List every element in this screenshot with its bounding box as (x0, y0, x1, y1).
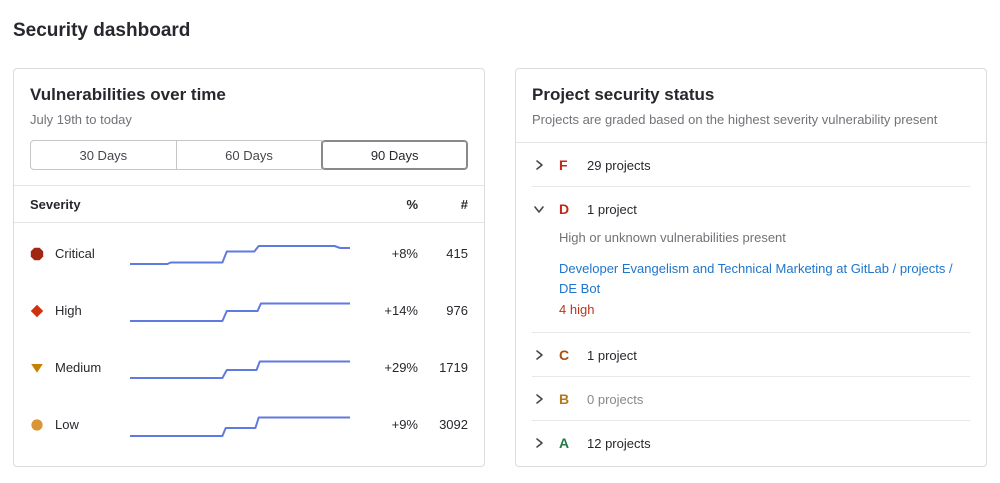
range-30-days-button[interactable]: 30 Days (30, 140, 177, 170)
range-60-days-button[interactable]: 60 Days (175, 140, 323, 170)
vulnerabilities-title: Vulnerabilities over time (30, 85, 226, 104)
severity-label: High (55, 303, 82, 318)
page-title: Security dashboard (13, 20, 191, 41)
grade-block-a: A 12 projects (532, 421, 970, 464)
project-security-status-panel: Project security status Projects are gra… (515, 68, 987, 467)
severity-rows: Critical +8% 415 Hi (14, 223, 484, 453)
grade-project-count: 29 projects (587, 157, 651, 173)
vulnerability-count-value: 976 (446, 303, 468, 318)
chevron-right-icon[interactable] (532, 436, 546, 450)
chevron-right-icon[interactable] (532, 348, 546, 362)
dashboard-panels: Vulnerabilities over time July 19th to t… (13, 68, 987, 467)
severity-row-critical: Critical +8% 415 (30, 225, 468, 282)
vulnerability-count-value: 1719 (439, 360, 468, 375)
vulnerability-count-value: 415 (446, 246, 468, 261)
range-90-days-button[interactable]: 90 Days (321, 140, 469, 170)
severity-row-medium: Medium +29% 1719 (30, 339, 468, 396)
grade-row-b[interactable]: B 0 projects (532, 377, 970, 420)
severity-label: Critical (55, 246, 95, 261)
grade-block-c: C 1 project (532, 333, 970, 378)
grade-letter: A (559, 435, 570, 452)
vulnerabilities-panel: Vulnerabilities over time July 19th to t… (13, 68, 485, 467)
percent-column-header: % (406, 196, 418, 212)
grade-row-a[interactable]: A 12 projects (532, 421, 970, 464)
grade-project-count: 1 project (587, 347, 637, 363)
trend-sparkline-critical (130, 237, 366, 271)
grade-list: F 29 projects D 1 project High or unknow… (516, 143, 986, 464)
grade-block-b: B 0 projects (532, 377, 970, 422)
severity-low-icon (30, 418, 44, 432)
severity-table-header: Severity % # (14, 185, 484, 223)
grade-letter: D (559, 201, 570, 217)
chevron-right-icon[interactable] (532, 158, 546, 172)
grade-project-count: 0 projects (587, 391, 644, 407)
chevron-down-icon[interactable] (532, 202, 546, 216)
grade-letter: F (559, 157, 568, 173)
grade-letter: B (559, 391, 570, 408)
count-column-header: # (460, 196, 468, 212)
grade-project-count: 1 project (587, 201, 637, 217)
grade-block-f: F 29 projects (532, 143, 970, 187)
chevron-right-icon[interactable] (532, 392, 546, 406)
project-link[interactable]: Developer Evangelism and Technical Marke… (559, 261, 953, 297)
date-range-label: July 19th to today (30, 112, 132, 127)
project-status-header: Project security status Projects are gra… (516, 69, 986, 143)
grade-letter: C (559, 347, 570, 364)
percent-change-value: +29% (384, 360, 418, 375)
percent-change-value: +14% (384, 303, 418, 318)
grade-project-count: 12 projects (587, 435, 651, 451)
project-status-subtitle: Projects are graded based on the highest… (532, 112, 938, 127)
trend-sparkline-medium (130, 351, 366, 385)
grade-d-details: High or unknown vulnerabilities present … (532, 230, 970, 332)
severity-high-icon (30, 304, 44, 318)
percent-change-value: +8% (391, 246, 418, 261)
percent-change-value: +9% (391, 417, 418, 432)
severity-row-high: High +14% 976 (30, 282, 468, 339)
vulnerability-count-value: 3092 (439, 417, 468, 432)
severity-label: Medium (55, 360, 102, 375)
severity-row-low: Low +9% 3092 (30, 396, 468, 453)
severity-label: Low (55, 417, 79, 432)
trend-sparkline-low (130, 408, 366, 442)
severity-medium-icon (30, 361, 44, 375)
date-range-selector: 30 Days 60 Days 90 Days (30, 140, 469, 170)
vulnerabilities-panel-header: Vulnerabilities over time July 19th to t… (14, 69, 484, 170)
project-vulnerability-summary: 4 high (559, 302, 595, 318)
grade-description: High or unknown vulnerabilities present (559, 230, 786, 245)
severity-column-header: Severity (30, 196, 81, 212)
grade-block-d: D 1 project High or unknown vulnerabilit… (532, 187, 970, 334)
grade-row-d[interactable]: D 1 project (532, 187, 970, 230)
severity-critical-icon (30, 247, 44, 261)
project-status-title: Project security status (532, 85, 715, 104)
grade-row-f[interactable]: F 29 projects (532, 143, 970, 186)
trend-sparkline-high (130, 294, 366, 328)
grade-row-c[interactable]: C 1 project (532, 333, 970, 376)
security-dashboard-page: Security dashboard Vulnerabilities over … (13, 20, 987, 467)
